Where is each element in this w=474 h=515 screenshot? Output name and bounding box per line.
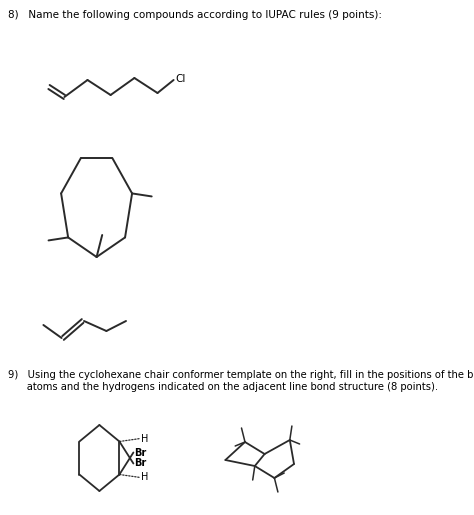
Text: 9)   Using the cyclohexane chair conformer template on the right, fill in the po: 9) Using the cyclohexane chair conformer…	[9, 370, 474, 380]
Text: H: H	[141, 472, 148, 483]
Text: Br: Br	[134, 448, 146, 457]
Text: Br: Br	[134, 458, 146, 469]
Text: Cl: Cl	[176, 74, 186, 84]
Text: atoms and the hydrogens indicated on the adjacent line bond structure (8 points): atoms and the hydrogens indicated on the…	[9, 382, 438, 392]
Text: 8)   Name the following compounds according to IUPAC rules (9 points):: 8) Name the following compounds accordin…	[9, 10, 383, 20]
Text: H: H	[141, 434, 148, 443]
